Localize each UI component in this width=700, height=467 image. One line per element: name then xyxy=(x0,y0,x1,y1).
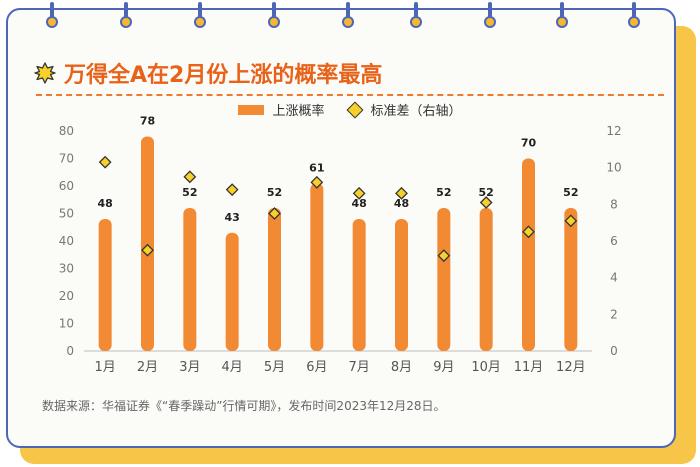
bar-data-label: 52 xyxy=(479,186,494,199)
binder-ring xyxy=(46,16,58,28)
binder-ring xyxy=(628,16,640,28)
y-right-tick-label: 10 xyxy=(606,161,621,175)
bar-data-label: 52 xyxy=(563,186,578,199)
binder-wire xyxy=(198,2,202,18)
binder-wire xyxy=(560,2,564,18)
bar xyxy=(437,208,451,351)
std-dev-marker xyxy=(522,225,535,239)
binder-wire xyxy=(346,2,350,18)
y-right-tick-label: 8 xyxy=(610,197,618,211)
bar xyxy=(479,208,493,351)
bar xyxy=(225,232,239,351)
std-dev-marker xyxy=(98,155,112,169)
binder-ring xyxy=(484,16,496,28)
y-right-tick-label: 6 xyxy=(610,234,618,248)
bar xyxy=(268,208,281,351)
sun-icon xyxy=(34,62,56,84)
x-tick-label: 12月 xyxy=(556,360,586,375)
x-tick-label: 9月 xyxy=(433,360,454,375)
y-right-tick-label: 2 xyxy=(610,307,618,321)
binder-ring xyxy=(410,16,422,28)
x-tick-label: 2月 xyxy=(137,360,158,375)
bar-data-label: 48 xyxy=(352,197,367,210)
binder-ring xyxy=(268,16,280,28)
binder-ring xyxy=(120,16,132,28)
title-divider xyxy=(36,94,664,96)
bar-data-label: 78 xyxy=(140,115,155,128)
title-row: 万得全A在2月份上涨的概率最高 xyxy=(34,58,382,88)
binder-wire xyxy=(414,2,418,18)
bar xyxy=(183,208,197,351)
legend-diamond-label: 标准差（右轴） xyxy=(370,104,462,119)
x-tick-label: 3月 xyxy=(179,360,200,375)
x-tick-label: 1月 xyxy=(95,360,116,375)
y-left-tick-label: 40 xyxy=(59,234,74,248)
bar-data-label: 52 xyxy=(436,186,451,199)
y-left-tick-label: 60 xyxy=(59,179,74,193)
y-left-tick-label: 0 xyxy=(66,344,74,358)
std-dev-marker xyxy=(183,170,197,184)
std-dev-marker xyxy=(225,183,239,197)
source-note: 数据来源：华福证券《“春季躁动”行情可期》，发布时间2023年12月28日。 xyxy=(42,399,446,413)
std-dev-marker xyxy=(141,243,154,257)
binder-ring xyxy=(556,16,568,28)
binder-ring xyxy=(342,16,354,28)
x-tick-label: 6月 xyxy=(306,360,327,375)
std-dev-marker xyxy=(564,214,578,228)
bar-data-label: 43 xyxy=(225,211,240,224)
x-tick-label: 10月 xyxy=(471,360,501,375)
binder-wire xyxy=(272,2,276,18)
std-dev-marker xyxy=(352,186,366,200)
legend-bar-label: 上涨概率 xyxy=(272,104,325,119)
legend: 上涨概率 标准差（右轴） xyxy=(0,100,700,119)
legend-item-bar: 上涨概率 xyxy=(238,100,325,119)
y-left-tick-label: 80 xyxy=(59,124,74,138)
y-left-tick-label: 50 xyxy=(59,207,74,221)
x-tick-label: 5月 xyxy=(264,360,285,375)
chart-title: 万得全A在2月份上涨的概率最高 xyxy=(64,63,383,88)
y-right-tick-label: 4 xyxy=(610,271,618,285)
binder-wire xyxy=(488,2,492,18)
y-left-tick-label: 30 xyxy=(59,262,74,276)
bar-data-label: 52 xyxy=(182,186,197,199)
x-tick-label: 8月 xyxy=(391,360,412,375)
binder-ring xyxy=(194,16,206,28)
bar xyxy=(564,208,578,351)
x-tick-label: 4月 xyxy=(222,360,243,375)
bar-data-label: 61 xyxy=(309,161,324,174)
bar-data-label: 48 xyxy=(394,197,409,210)
bar-data-label: 52 xyxy=(267,186,282,199)
std-dev-marker xyxy=(395,186,408,200)
std-dev-marker xyxy=(479,196,493,209)
std-dev-marker xyxy=(310,175,324,189)
legend-item-diamond: 标准差（右轴） xyxy=(346,100,462,119)
y-right-tick-label: 0 xyxy=(610,344,618,358)
bar xyxy=(310,183,324,351)
binder-wire xyxy=(632,2,636,18)
binder-wire xyxy=(124,2,128,18)
y-left-tick-label: 10 xyxy=(59,317,74,331)
legend-bar-swatch xyxy=(238,104,265,115)
std-dev-marker xyxy=(437,249,451,263)
bar xyxy=(395,219,408,351)
y-right-tick-label: 12 xyxy=(606,124,621,138)
binder-wire xyxy=(50,2,54,18)
bar xyxy=(352,219,366,351)
y-left-tick-label: 20 xyxy=(59,289,74,303)
bar xyxy=(522,158,535,351)
bar xyxy=(98,219,112,351)
y-left-tick-label: 70 xyxy=(59,152,74,166)
x-tick-label: 11月 xyxy=(514,360,544,375)
bar-data-label: 48 xyxy=(98,197,113,210)
bar-data-label: 70 xyxy=(521,137,537,150)
x-tick-label: 7月 xyxy=(349,360,370,375)
std-dev-marker xyxy=(268,207,281,220)
